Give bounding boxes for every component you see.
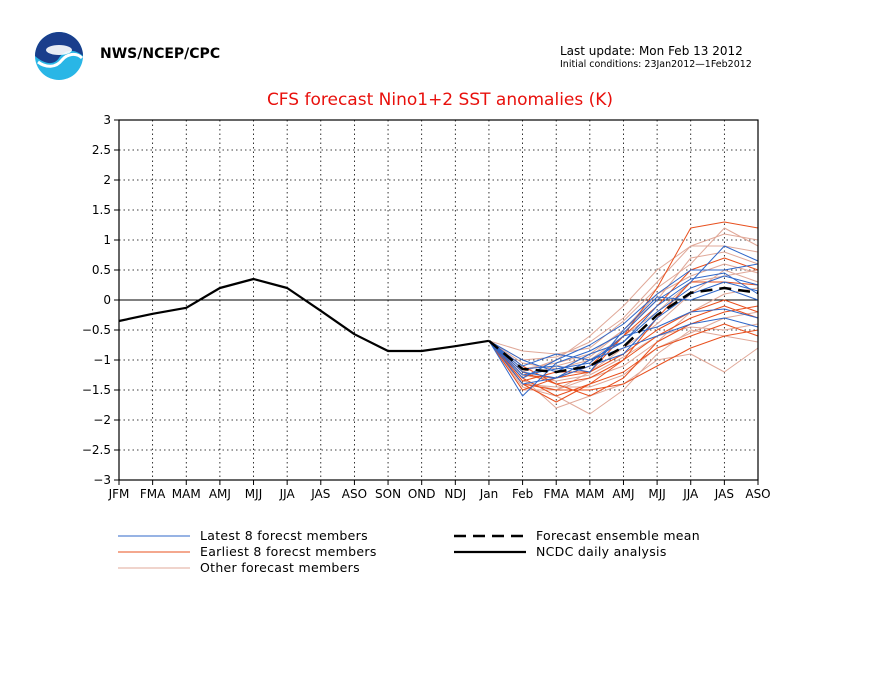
y-tick-label: 1 — [103, 233, 111, 247]
latest-members — [488, 245, 759, 397]
last-update-text: Last update: Mon Feb 13 2012 — [560, 44, 743, 58]
latest-member-line — [488, 281, 759, 379]
x-tick-label: MJJ — [648, 487, 665, 501]
x-axis-ticks: JFM FMA MAM AMJ MJJ JJA JAS ASO SON OND NDJ Jan Feb F… — [108, 480, 771, 501]
legend-latest-label: Latest 8 forecst members — [200, 528, 368, 543]
latest-member-line — [488, 308, 759, 376]
x-tick-label: NDJ — [444, 487, 466, 501]
x-tick-label: FMA — [543, 487, 569, 501]
x-tick-label: JAS — [310, 487, 330, 501]
initial-conditions-text: Initial conditions: 23Jan2012—1Feb2012 — [560, 59, 752, 70]
x-tick-label: OND — [408, 487, 436, 501]
legend-earliest-label: Earliest 8 forecst members — [200, 544, 377, 559]
legend-mean-label: Forecast ensemble mean — [536, 528, 700, 543]
latest-member-line — [488, 317, 759, 385]
x-tick-label: Feb — [512, 487, 533, 501]
latest-member-line — [488, 287, 759, 373]
y-tick-label: −1.5 — [82, 383, 111, 397]
noaa-logo — [34, 28, 84, 82]
x-tick-label: MAM — [575, 487, 604, 501]
y-tick-label: 3 — [103, 113, 111, 127]
y-tick-label: −2 — [93, 413, 111, 427]
x-tick-label: AMJ — [209, 487, 231, 501]
latest-member-line — [488, 245, 759, 373]
y-tick-label: −3 — [93, 473, 111, 487]
y-tick-label: 2 — [103, 173, 111, 187]
agency-label: NWS/NCEP/CPC — [100, 46, 221, 62]
legend-lines — [118, 534, 526, 569]
x-tick-label: JJA — [682, 487, 699, 501]
chart-title: CFS forecast Nino1+2 SST anomalies (K) — [266, 90, 614, 110]
y-axis-ticks: 3 2.5 2 1.5 1 0.5 0 −0.5 −1 −1.5 −2 −2.5 −3 — [82, 113, 119, 487]
y-tick-label: −0.5 — [82, 323, 111, 337]
other-member-line — [488, 227, 759, 355]
x-tick-label: FMA — [140, 487, 166, 501]
y-tick-label: 2.5 — [92, 143, 111, 157]
y-tick-label: −1 — [93, 353, 111, 367]
x-tick-label: Jan — [479, 487, 499, 501]
x-tick-label: JAS — [714, 487, 734, 501]
y-tick-label: −2.5 — [82, 443, 111, 457]
legend-other-label: Other forecast members — [200, 560, 360, 575]
earliest-member-line — [488, 323, 759, 403]
latest-member-line — [488, 263, 759, 379]
other-member-line — [488, 323, 759, 382]
latest-member-line — [488, 272, 759, 397]
noaa-logo-icon — [35, 32, 84, 80]
x-tick-label: MJJ — [245, 487, 262, 501]
legend-analysis-label: NCDC daily analysis — [536, 544, 667, 559]
x-tick-label: SON — [375, 487, 401, 501]
analysis-series — [118, 277, 490, 353]
x-tick-label: JJA — [279, 487, 296, 501]
x-tick-label: ASO — [745, 487, 770, 501]
x-tick-label: ASO — [342, 487, 367, 501]
other-member-line — [488, 233, 759, 361]
y-tick-label: 0 — [103, 293, 111, 307]
x-tick-label: AMJ — [612, 487, 634, 501]
x-tick-label: JFM — [108, 487, 130, 501]
x-tick-label: MAM — [172, 487, 201, 501]
y-tick-label: 0.5 — [92, 263, 111, 277]
y-tick-label: 1.5 — [92, 203, 111, 217]
analysis-line — [118, 277, 490, 353]
